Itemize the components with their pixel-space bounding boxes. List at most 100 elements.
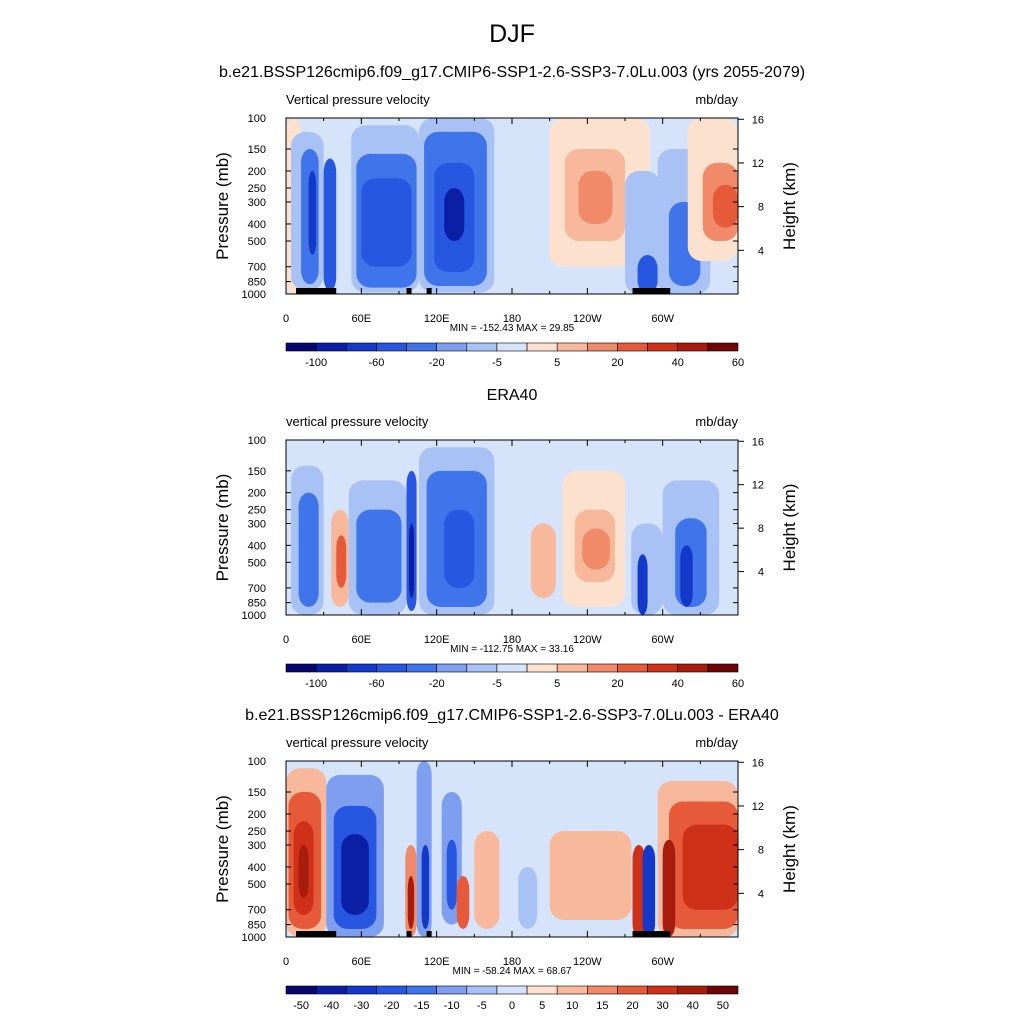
contour-region (446, 839, 457, 910)
contour-region (642, 844, 656, 937)
colorbar-swatch (617, 342, 648, 352)
land-mask (632, 288, 671, 294)
y-tick-label: 150 (248, 787, 266, 799)
land-mask (632, 931, 671, 937)
height-tick-label: 12 (752, 480, 764, 492)
colorbar-swatch (285, 663, 317, 673)
colorbar-swatch (647, 663, 679, 673)
y-tick-label: 100 (248, 113, 266, 125)
colorbar-label: -40 (323, 1000, 339, 1012)
land-mask (296, 931, 337, 937)
y-axis-right-title: Height (km) (780, 805, 799, 893)
y-tick-label: 400 (248, 862, 266, 874)
y-tick-label: 400 (248, 219, 266, 231)
contour-region (637, 554, 648, 615)
contour-region (518, 866, 538, 929)
right-string: mb/day (695, 92, 738, 107)
contour-region (582, 528, 610, 570)
left-string: Vertical pressure velocity (286, 92, 430, 107)
colorbar-swatch (647, 985, 679, 995)
colorbar-swatch (526, 342, 558, 352)
x-tick-label: 0 (283, 956, 289, 968)
y-tick-label: 250 (248, 826, 266, 838)
y-tick-label: 1000 (242, 610, 266, 622)
left-string: vertical pressure velocity (286, 414, 429, 429)
colorbar-swatch (496, 663, 528, 673)
colorbar-swatch (406, 663, 437, 673)
height-tick-label: 16 (752, 436, 764, 448)
contour-region (456, 875, 470, 929)
height-tick-label: 16 (752, 114, 764, 126)
right-string: mb/day (695, 414, 738, 429)
colorbar-swatch (526, 985, 558, 995)
panel-3-title: b.e21.BSSP126cmip6.f09_g17.CMIP6-SSP1-2.… (245, 707, 779, 724)
colorbar-label: -50 (293, 1000, 309, 1012)
y-tick-label: 1000 (242, 932, 266, 944)
y-tick-label: 100 (248, 756, 266, 768)
colorbar-swatch (315, 663, 347, 673)
x-tick-label: 0 (283, 313, 289, 325)
min-max-stats: MIN = -152.43 MAX = 29.85 (450, 323, 575, 334)
y-tick-label: 700 (248, 262, 266, 274)
colorbar-swatch (677, 342, 709, 352)
y-tick-label: 300 (248, 197, 266, 209)
y-tick-label: 200 (248, 809, 266, 821)
contour-field (286, 440, 738, 615)
contour-region (336, 535, 347, 588)
x-tick-label: 60W (651, 956, 674, 968)
colorbar-label: 0 (509, 1000, 515, 1012)
colorbar-label: 40 (672, 357, 684, 369)
contour-region (712, 184, 738, 228)
panel-2-title: ERA40 (486, 387, 538, 404)
contour-region (444, 188, 465, 242)
y-tick-label: 300 (248, 840, 266, 852)
y-tick-label: 250 (248, 505, 266, 517)
y-tick-label: 100 (248, 435, 266, 447)
colorbar-swatch (707, 342, 739, 352)
y-tick-label: 500 (248, 557, 266, 569)
colorbar-swatch (677, 985, 709, 995)
colorbar-swatch (587, 663, 618, 673)
land-mask (406, 931, 412, 937)
colorbar-swatch (587, 985, 618, 995)
contour-region (409, 523, 415, 599)
colorbar-label: 60 (732, 678, 744, 690)
colorbar-swatch (345, 663, 377, 673)
colorbar-swatch (526, 663, 558, 673)
x-tick-label: 120E (424, 634, 450, 646)
colorbar-swatch (345, 342, 377, 352)
colorbar-swatch (315, 985, 347, 995)
colorbar-label: -20 (429, 678, 445, 690)
x-tick-label: 180 (503, 634, 521, 646)
contour-region (632, 844, 646, 937)
height-tick-label: 8 (758, 523, 764, 535)
colorbar-swatch (707, 985, 739, 995)
height-tick-label: 8 (758, 845, 764, 857)
colorbar-label: 15 (596, 1000, 608, 1012)
colorbar-swatch (466, 663, 498, 673)
colorbar-swatch (406, 342, 437, 352)
contour-region (662, 839, 676, 937)
colorbar-swatch (466, 342, 498, 352)
y-axis-title: Pressure (mb) (213, 474, 232, 582)
colorbar-swatch (406, 985, 437, 995)
contour-region (361, 178, 412, 267)
colorbar-label: 20 (611, 678, 623, 690)
right-string: mb/day (695, 735, 738, 750)
height-tick-label: 4 (758, 245, 764, 257)
contour-region (341, 834, 369, 916)
colorbar-swatch (617, 985, 648, 995)
height-tick-label: 12 (752, 158, 764, 170)
x-tick-label: 120W (573, 313, 602, 325)
contour-field (286, 761, 738, 937)
x-tick-label: 180 (503, 956, 521, 968)
colorbar-swatch (436, 342, 468, 352)
y-tick-label: 1000 (242, 289, 266, 301)
contour-region (356, 509, 402, 603)
land-mask (426, 288, 432, 294)
colorbar-label: -20 (429, 357, 445, 369)
y-axis-title: Pressure (mb) (213, 152, 232, 260)
